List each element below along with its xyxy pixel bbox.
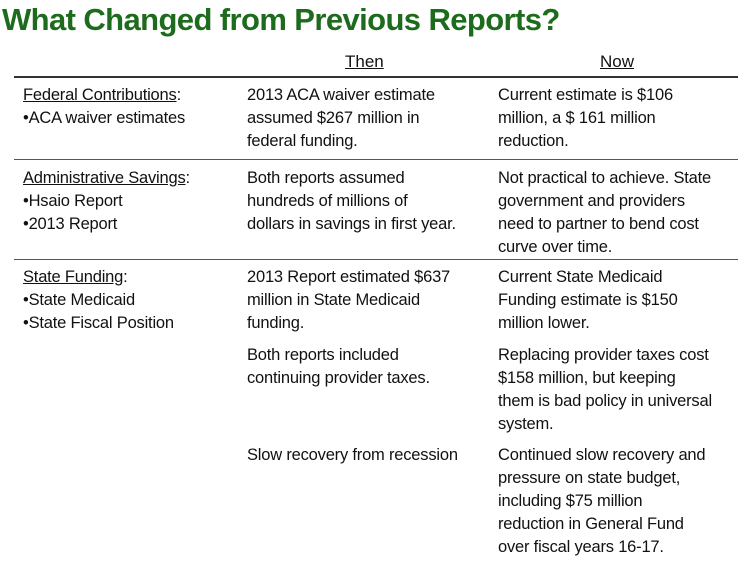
text-line: $158 million, but keeping [498, 369, 676, 387]
text-line: million, a $ 161 million [498, 109, 656, 127]
text-line: Slow recovery from recession [247, 446, 458, 464]
text-line: system. [498, 415, 554, 433]
text-line: reduction. [498, 132, 569, 150]
text-line: pressure on state budget, [498, 469, 681, 487]
text-line: Not practical to achieve. State [498, 169, 711, 187]
row-divider [14, 259, 738, 260]
category-label: Administrative Savings [23, 169, 186, 187]
row-state-now-1: Current State Medicaid Funding estimate … [498, 266, 678, 335]
colon: : [185, 169, 191, 187]
row-admin-then: Both reports assumed hundreds of million… [247, 167, 456, 236]
text-line: million in State Medicaid [247, 291, 420, 309]
text-line: Current State Medicaid [498, 268, 663, 286]
text-line: funding. [247, 314, 305, 332]
text-line: federal funding. [247, 132, 358, 150]
text-line: Replacing provider taxes cost [498, 346, 709, 364]
text-line: assumed $267 million in [247, 109, 420, 127]
row-federal-label: Federal Contributions: •ACA waiver estim… [23, 84, 185, 130]
text-line: Current estimate is $106 [498, 86, 673, 104]
text-line: continuing provider taxes. [247, 369, 430, 387]
row-divider [14, 159, 738, 160]
text-line: reduction in General Fund [498, 515, 684, 533]
text-line: dollars in savings in first year. [247, 215, 456, 233]
text-line: 2013 ACA waiver estimate [247, 86, 435, 104]
text-line: them is bad policy in universal [498, 392, 712, 410]
colon: : [176, 86, 182, 104]
text-line: million lower. [498, 314, 590, 332]
text-line: Continued slow recovery and [498, 446, 706, 464]
category-label: Federal Contributions [23, 86, 177, 104]
slide-title: What Changed from Previous Reports? [2, 2, 560, 37]
text-line: 2013 Report estimated $637 [247, 268, 451, 286]
row-admin-label: Administrative Savings: •Hsaio Report •2… [23, 167, 190, 236]
row-state-then-2: Both reports included continuing provide… [247, 344, 430, 390]
text-line: Both reports included [247, 346, 399, 364]
text-line: need to partner to bend cost [498, 215, 699, 233]
text-line: curve over time. [498, 238, 613, 256]
text-line: over fiscal years 16-17. [498, 538, 664, 556]
header-divider [14, 76, 738, 78]
row-state-then-3: Slow recovery from recession [247, 444, 458, 467]
text-line: government and providers [498, 192, 685, 210]
header-then: Then [345, 52, 384, 71]
bullet: •Hsaio Report [23, 192, 123, 210]
header-now: Now [600, 52, 635, 71]
row-federal-then: 2013 ACA waiver estimate assumed $267 mi… [247, 84, 435, 153]
row-state-now-3: Continued slow recovery and pressure on … [498, 444, 706, 559]
colon: : [123, 268, 128, 286]
bullet: •ACA waiver estimates [23, 109, 186, 127]
bullet: •2013 Report [23, 215, 118, 233]
bullet: •State Fiscal Position [23, 314, 174, 332]
text-line: hundreds of millions of [247, 192, 408, 210]
row-admin-now: Not practical to achieve. State governme… [498, 167, 711, 259]
row-state-now-2: Replacing provider taxes cost $158 milli… [498, 344, 712, 436]
text-line: Both reports assumed [247, 169, 405, 187]
row-state-label: State Funding: •State Medicaid •State Fi… [23, 266, 174, 335]
category-label: State Funding [23, 268, 124, 286]
row-state-then-1: 2013 Report estimated $637 million in St… [247, 266, 450, 335]
bullet: •State Medicaid [23, 291, 135, 309]
row-federal-now: Current estimate is $106 million, a $ 16… [498, 84, 673, 153]
text-line: Funding estimate is $150 [498, 291, 678, 309]
text-line: including $75 million [498, 492, 643, 510]
